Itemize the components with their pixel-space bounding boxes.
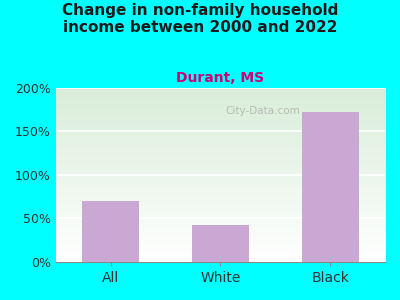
- Text: City-Data.com: City-Data.com: [226, 106, 300, 116]
- Bar: [82, 201, 139, 262]
- Bar: [192, 225, 249, 262]
- Title: Durant, MS: Durant, MS: [176, 71, 264, 85]
- Bar: [302, 112, 359, 262]
- Text: Change in non-family household
income between 2000 and 2022: Change in non-family household income be…: [62, 3, 338, 35]
